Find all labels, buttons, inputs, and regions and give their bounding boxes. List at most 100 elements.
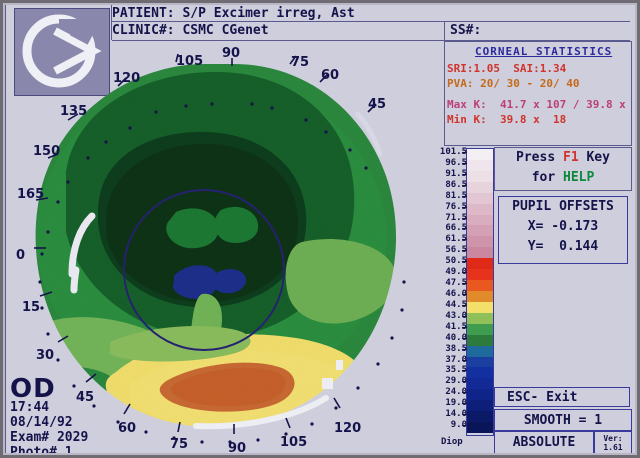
cv-logo-icon <box>14 8 110 96</box>
scale-tickline-49.0 <box>462 272 467 274</box>
esc-exit-button[interactable]: ESC- Exit <box>494 387 630 407</box>
topography-map-svg[interactable] <box>6 42 438 452</box>
corneal-map[interactable]: 90 75 60 45 105 120 135 150 165 0 15 30 45 60 75 90 105 1… <box>6 42 438 452</box>
scale-tick-49.0: 49.0 <box>445 267 467 278</box>
scale-band-101.5 <box>467 149 493 160</box>
scale-tick-71.5: 71.5 <box>445 212 467 223</box>
scale-band-24.0 <box>467 389 493 401</box>
degree-tick-marks <box>34 53 377 434</box>
help-line-1: Press F1 Key <box>495 148 631 168</box>
scale-tick-40.0: 40.0 <box>445 332 467 343</box>
patient-label: PATIENT: <box>112 6 175 21</box>
help-hint-box[interactable]: Press F1 Key for HELP <box>494 147 632 191</box>
help-prefix: Press <box>516 150 563 165</box>
scale-tick-37.0: 37.0 <box>445 354 467 365</box>
header-divider <box>111 4 112 40</box>
degree-label-75-1: 75 <box>291 55 310 70</box>
scale-tick-43.0: 43.0 <box>445 310 467 321</box>
scale-tickline-29.0 <box>462 381 467 383</box>
dioptre-color-scale[interactable] <box>466 148 494 436</box>
help-line-2: for HELP <box>495 168 631 188</box>
scale-band-14.0 <box>467 411 493 423</box>
absolute-scale-button[interactable]: ABSOLUTE <box>494 431 594 454</box>
scale-tickline-86.5 <box>462 184 467 186</box>
specular-dot-1 <box>322 378 333 389</box>
scale-tick-96.5: 96.5 <box>445 157 467 168</box>
scale-tick-47.5: 47.5 <box>445 278 467 289</box>
corneal-statistics-title: CORNEAL STATISTICS <box>475 45 613 58</box>
scale-band-19.0 <box>467 400 493 412</box>
scale-tick-9.0: 9.0 <box>450 420 467 431</box>
scale-band-9.0 <box>467 422 493 433</box>
scale-tick-66.5: 66.5 <box>445 223 467 234</box>
scale-tick-44.5: 44.5 <box>445 299 467 310</box>
scale-band-81.5 <box>467 192 493 204</box>
scale-tickline-9.0 <box>462 425 467 427</box>
scale-tickline-81.5 <box>462 195 467 197</box>
clinic-label: CLINIC#: <box>112 23 175 38</box>
stat-row-sri-sai: SRI:1.05 SAI:1.34 <box>447 62 567 75</box>
scale-tick-76.5: 76.5 <box>445 201 467 212</box>
scale-band-66.5 <box>467 225 493 237</box>
scale-tickline-50.5 <box>462 261 467 263</box>
scale-band-35.5 <box>467 367 493 379</box>
scale-tick-29.0: 29.0 <box>445 376 467 387</box>
scale-band-47.5 <box>467 280 493 291</box>
scale-band-29.0 <box>467 378 493 390</box>
scale-band-71.5 <box>467 214 493 226</box>
scale-band-44.5 <box>467 301 493 313</box>
pupil-offsets-title: PUPIL OFFSETS <box>512 199 614 214</box>
degree-label-135-6: 135 <box>60 104 88 119</box>
scale-band-76.5 <box>467 203 493 215</box>
patient-header: PATIENT: S/P Excimer irreg, Ast CLINIC#:… <box>112 4 630 41</box>
version-badge: Ver: 1.61 <box>594 431 632 454</box>
scale-tick-56.5: 56.5 <box>445 245 467 256</box>
scale-tickline-43.0 <box>462 315 467 317</box>
scale-band-40.0 <box>467 334 493 346</box>
patient-line: PATIENT: S/P Excimer irreg, Ast <box>112 5 355 22</box>
specular-dot-2 <box>336 360 343 370</box>
scale-tickline-56.5 <box>462 250 467 252</box>
header-rule-mid <box>112 21 630 22</box>
scale-tickline-96.5 <box>462 162 467 164</box>
header-rule-top <box>112 4 630 5</box>
exam-info-block: OD 17:44 08/14/92 Exam# 2029 Photo# 1 <box>10 376 130 458</box>
specular-arc-top-right <box>355 111 383 157</box>
scale-tickline-35.5 <box>462 370 467 372</box>
header-rule-bottom <box>112 40 630 41</box>
scale-band-91.5 <box>467 170 493 182</box>
exam-time: 17:44 <box>10 400 50 415</box>
scale-tickline-38.5 <box>462 348 467 350</box>
exam-date: 08/14/92 <box>10 415 73 430</box>
scale-tickline-19.0 <box>462 403 467 405</box>
scale-tickline-24.0 <box>462 392 467 394</box>
exam-number: Exam# 2029 <box>10 430 89 445</box>
scale-band-41.5 <box>467 323 493 335</box>
degree-label-120-5: 120 <box>113 71 141 86</box>
version-value: 1.61 <box>603 442 623 452</box>
dioptre-scale-labels: 101.5 96.5 91.5 86.5 81.5 76.5 71.5 66.5 61.5 56.… <box>439 143 467 439</box>
corneal-statistics-panel: CORNEAL STATISTICS SRI:1.05 SAI:1.34 PVA… <box>444 41 640 146</box>
scale-tick-101.5: 101.5 <box>439 147 467 157</box>
pupil-offset-y: Y= 0.144 <box>527 239 599 254</box>
degree-label-15-10: 15 <box>22 300 41 315</box>
scale-band-50.5 <box>467 258 493 270</box>
degree-label-60-13: 60 <box>118 421 137 436</box>
clinic-value: CSMC CGenet <box>182 23 269 38</box>
specular-arc-left2 <box>70 266 80 294</box>
scale-tickline-14.0 <box>462 414 467 416</box>
scale-band-49.0 <box>467 269 493 281</box>
ss-label: SS#: <box>450 23 482 38</box>
scale-tick-38.5: 38.5 <box>445 343 467 354</box>
degree-label-90-0: 90 <box>222 46 241 61</box>
scale-band-96.5 <box>467 159 493 171</box>
ss-divider <box>444 21 445 40</box>
smooth-button[interactable]: SMOOTH = 1 <box>494 409 632 431</box>
degree-label-60-2: 60 <box>321 68 340 83</box>
scale-band-86.5 <box>467 181 493 193</box>
version-label: Ver: <box>603 433 623 443</box>
pupil-offsets-panel: PUPIL OFFSETS X= -0.173 Y= 0.144 <box>498 196 628 264</box>
specular-arc-left <box>68 212 96 278</box>
scale-band-43.0 <box>467 312 493 324</box>
dioptre-unit-label: Diop <box>441 437 463 447</box>
